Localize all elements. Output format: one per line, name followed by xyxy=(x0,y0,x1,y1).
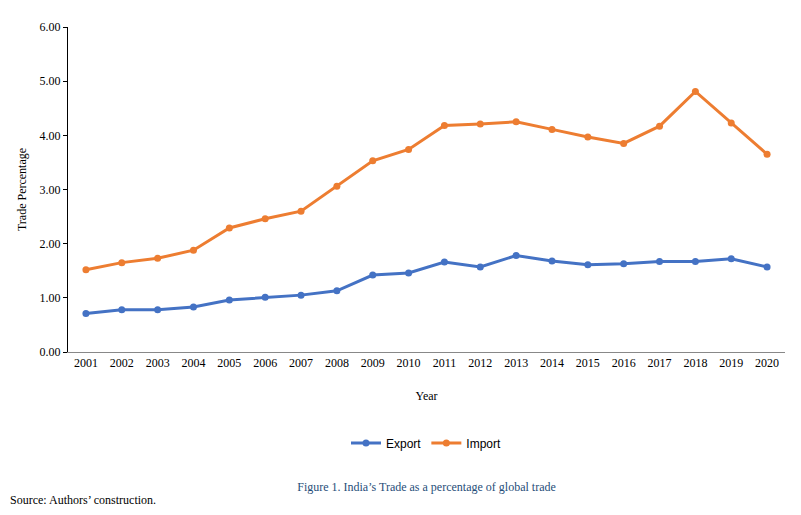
svg-text:2014: 2014 xyxy=(540,356,564,370)
svg-text:Figure 1. India’s Trade as a p: Figure 1. India’s Trade as a percentage … xyxy=(297,480,556,494)
svg-text:2005: 2005 xyxy=(217,356,241,370)
svg-text:2006: 2006 xyxy=(253,356,277,370)
svg-text:2009: 2009 xyxy=(361,356,385,370)
svg-text:5.00: 5.00 xyxy=(40,74,61,88)
svg-text:4.00: 4.00 xyxy=(40,129,61,143)
svg-text:2007: 2007 xyxy=(289,356,313,370)
svg-text:2008: 2008 xyxy=(325,356,349,370)
svg-text:2002: 2002 xyxy=(110,356,134,370)
svg-text:Import: Import xyxy=(466,437,501,451)
svg-text:2016: 2016 xyxy=(612,356,636,370)
svg-text:2011: 2011 xyxy=(433,356,457,370)
svg-text:2013: 2013 xyxy=(504,356,528,370)
svg-text:2010: 2010 xyxy=(397,356,421,370)
svg-text:0.00: 0.00 xyxy=(40,345,61,359)
svg-text:Source: Authors’ construction.: Source: Authors’ construction. xyxy=(10,493,156,507)
svg-text:2012: 2012 xyxy=(468,356,492,370)
svg-text:2019: 2019 xyxy=(719,356,743,370)
svg-text:2001: 2001 xyxy=(74,356,98,370)
svg-text:Trade Percentage: Trade Percentage xyxy=(15,148,29,231)
svg-text:Year: Year xyxy=(415,389,437,403)
svg-text:2018: 2018 xyxy=(683,356,707,370)
svg-text:2.00: 2.00 xyxy=(40,237,61,251)
svg-text:1.00: 1.00 xyxy=(40,291,61,305)
svg-text:3.00: 3.00 xyxy=(40,183,61,197)
svg-text:2015: 2015 xyxy=(576,356,600,370)
svg-text:Export: Export xyxy=(386,437,421,451)
svg-text:2003: 2003 xyxy=(146,356,170,370)
svg-text:2020: 2020 xyxy=(755,356,779,370)
svg-text:2017: 2017 xyxy=(648,356,672,370)
svg-text:6.00: 6.00 xyxy=(40,20,61,34)
svg-text:2004: 2004 xyxy=(181,356,205,370)
